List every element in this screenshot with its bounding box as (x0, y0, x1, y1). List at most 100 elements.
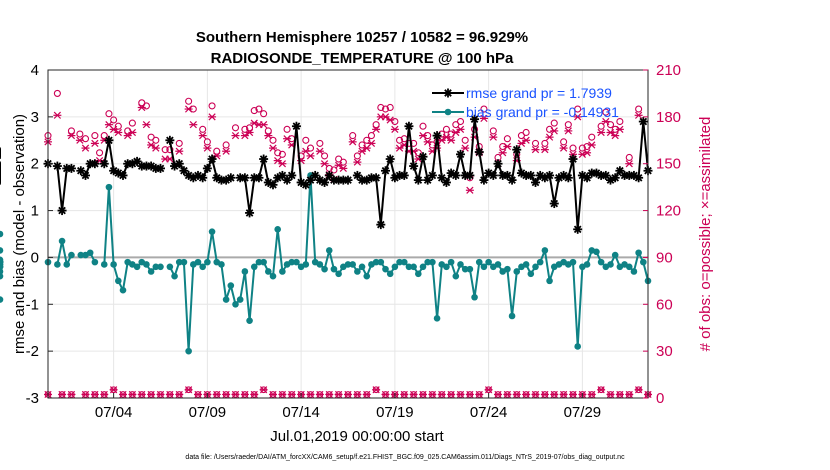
possible-point (489, 127, 497, 135)
assimilated-bottom-point (372, 386, 381, 394)
assimilated-point (348, 138, 357, 146)
rmse-point (451, 170, 461, 180)
bias-point (541, 247, 549, 254)
bias-point (236, 296, 244, 303)
possible-point (330, 166, 338, 174)
bias-point (433, 315, 441, 322)
assimilated-point (358, 147, 367, 155)
rmse-point (399, 170, 409, 180)
bias-point (208, 228, 216, 235)
bias-point (269, 272, 277, 280)
rmse-point (427, 170, 437, 180)
assimilated-point (278, 160, 287, 168)
assimilated-point (75, 136, 84, 144)
rmse-point (291, 121, 301, 131)
bias-point (475, 258, 483, 266)
bias-point (147, 268, 155, 275)
assimilated-point (503, 142, 512, 151)
assimilated-point (423, 138, 432, 146)
possible-point (67, 127, 75, 135)
assimilated-bottom-point (137, 390, 146, 399)
assimilated-bottom-point (512, 390, 521, 399)
rmse-point (343, 175, 353, 185)
assimilated-point (137, 103, 146, 112)
bias-point (0, 230, 4, 238)
possible-point (578, 144, 586, 152)
rmse-point (512, 145, 522, 155)
assimilated-point (128, 128, 137, 137)
assimilated-point (601, 117, 610, 126)
bias-point (461, 265, 469, 273)
possible-point (588, 133, 596, 141)
assimilated-bottom-point (212, 390, 221, 399)
possible-point (213, 147, 221, 155)
bias-point (246, 317, 253, 324)
rmse-point (385, 154, 395, 164)
rmse-point (198, 173, 208, 183)
rmse-point (381, 166, 390, 176)
bias-point (607, 261, 614, 268)
rmse-point (90, 159, 100, 169)
chart-title-line-2: RADIOSONDE_TEMPERATURE @ 100 hPa (211, 50, 514, 67)
assimilated-bottom-point (147, 390, 156, 399)
rmse-point (634, 173, 644, 183)
rmse-point (526, 170, 536, 180)
assimilated-bottom-point (278, 390, 287, 399)
rmse-point (549, 199, 559, 209)
possible-point (522, 128, 530, 137)
rmse-point (413, 175, 423, 185)
assimilated-point (306, 152, 315, 160)
assimilated-bottom-point (344, 390, 352, 399)
assimilated-point (123, 131, 132, 140)
bias-point (63, 261, 71, 268)
possible-point (166, 146, 174, 154)
possible-point (138, 99, 146, 107)
bias-point (508, 312, 516, 320)
possible-point (269, 136, 277, 144)
assimilated-point (456, 125, 465, 133)
rmse-point (479, 175, 489, 185)
bias-point (363, 272, 371, 280)
assimilated-bottom-point (100, 390, 109, 399)
legend-rmse-label: rmse grand pr = 1.7939 (466, 85, 612, 101)
assimilated-point (114, 128, 123, 137)
possible-point (602, 108, 610, 116)
assimilated-bottom-point (597, 386, 606, 394)
assimilated-bottom-point (184, 386, 193, 394)
legend-bias-marker (444, 108, 452, 116)
assimilated-bottom-point (269, 390, 277, 399)
bias-point (630, 268, 638, 275)
assimilated-bottom-point (437, 390, 446, 399)
bias-point (527, 270, 535, 278)
assimilated-point (531, 146, 540, 154)
y2-tick-label: 0 (656, 390, 664, 407)
assimilated-bottom-point (259, 386, 268, 394)
assimilated-bottom-point (559, 390, 568, 399)
possible-point (560, 138, 568, 146)
rmse-point (52, 161, 62, 171)
y-tick-label: 1 (31, 203, 39, 220)
rmse-point (165, 135, 175, 145)
assimilated-bottom-point (109, 386, 118, 394)
bias-point (100, 261, 108, 268)
assimilated-point (208, 113, 217, 121)
assimilated-point (451, 128, 460, 137)
bias-point (396, 258, 403, 266)
bias-point (536, 258, 544, 266)
assimilated-point (264, 131, 273, 140)
bias-point (574, 343, 581, 350)
bias-point (382, 265, 389, 273)
assimilated-bottom-point (409, 390, 418, 399)
bias-point (640, 258, 647, 266)
assimilated-point (625, 160, 634, 168)
bias-point (583, 261, 591, 268)
assimilated-point (583, 149, 592, 157)
assimilated-bottom-point (494, 390, 502, 399)
possible-point (541, 139, 549, 147)
bias-point (133, 263, 141, 271)
bias-point (0, 258, 4, 266)
axis-ticks: 07/04 07/09 07/14 07/19 07/24 07/29 -3 -2 -1 0 1 2 3… (26, 62, 681, 421)
bias-point (105, 183, 113, 191)
y-tick-label: 4 (31, 62, 39, 79)
assimilated-bottom-point (381, 390, 390, 399)
